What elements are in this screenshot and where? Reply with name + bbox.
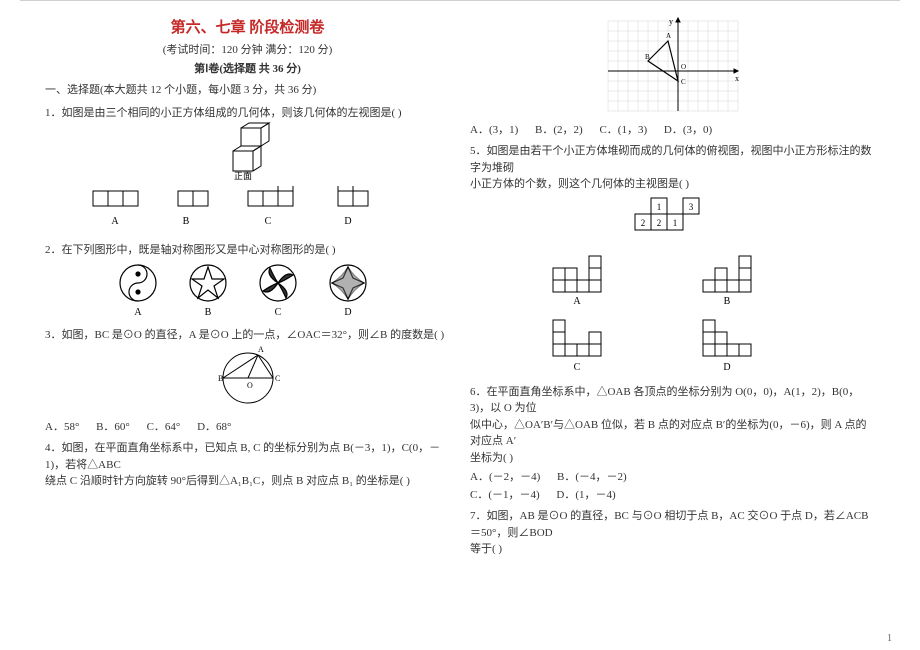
svg-text:3: 3 <box>688 202 693 212</box>
q4-options: A．(3，1) B．(2，2) C．(1，3) D．(3，0) <box>470 121 875 137</box>
svg-text:C: C <box>573 362 580 373</box>
svg-text:A: A <box>573 296 581 307</box>
section-heading: 一、选择题(本大题共 12 个小题，每小题 3 分，共 36 分) <box>45 82 450 99</box>
q1-figure: 正面 <box>45 121 450 184</box>
svg-text:B: B <box>204 307 211 318</box>
exam-title: 第六、七章 阶段检测卷 <box>45 16 450 37</box>
svg-text:1: 1 <box>672 218 677 228</box>
q6-options-row2: C．(－1，－4) D．(1，－4) <box>470 486 875 502</box>
svg-text:D: D <box>723 362 730 373</box>
question-6c: 坐标为( ) <box>470 450 875 467</box>
question-7a: 7．如图，AB 是⊙O 的直径，BC 与⊙O 相切于点 B，AC 交⊙O 于点 … <box>470 508 875 541</box>
svg-text:O: O <box>247 381 253 390</box>
q6-options-row1: A．(－2，－4) B．(－4，－2) <box>470 468 875 484</box>
svg-text:C: C <box>264 216 271 227</box>
svg-text:A: A <box>134 307 142 318</box>
exam-info: (考试时间：120 分钟 满分：120 分) <box>45 41 450 57</box>
question-2: 2．在下列图形中，既是轴对称图形又是中心对称图形的是( ) <box>45 242 450 259</box>
part-label: 第Ⅰ卷(选择题 共 36 分) <box>45 60 450 76</box>
svg-text:A: A <box>258 345 264 354</box>
svg-text:A: A <box>111 216 119 227</box>
svg-text:O: O <box>681 63 686 71</box>
q3-figure: B C A O <box>45 343 450 416</box>
svg-text:1: 1 <box>656 202 661 212</box>
q2-choices: A B C D <box>45 261 450 321</box>
svg-text:C: C <box>275 374 280 383</box>
q4-figure: B A C Ox y <box>470 16 875 119</box>
svg-text:y: y <box>669 17 673 26</box>
svg-text:2: 2 <box>640 218 645 228</box>
svg-text:D: D <box>344 216 351 227</box>
question-1: 1．如图是由三个相同的小正方体组成的几何体，则该几何体的左视图是( ) <box>45 105 450 122</box>
question-6a: 6．在平面直角坐标系中，△OAB 各顶点的坐标分别为 O(0，0)，A(1，2)… <box>470 384 875 417</box>
question-5b: 小正方体的个数，则这个几何体的主视图是( ) <box>470 176 875 193</box>
question-6b: 似中心，△OA′B′与△OAB 位似，若 B 点的对应点 B′的坐标为(0，－6… <box>470 417 875 450</box>
svg-text:C: C <box>681 78 686 86</box>
svg-text:2: 2 <box>656 218 661 228</box>
svg-text:D: D <box>344 307 351 318</box>
question-4b: 绕点 C 沿顺时针方向旋转 90°后得到△A₁B₁C，则点 B 对应点 B₁ 的… <box>45 473 450 490</box>
question-3: 3．如图，BC 是⊙O 的直径，A 是⊙O 上的一点，∠OAC＝32°，则∠B … <box>45 327 450 344</box>
q3-options: A．58° B．60° C．64° D．68° <box>45 418 450 434</box>
svg-text:B: B <box>218 374 223 383</box>
question-5a: 5．如图是由若干个小正方体堆砌而成的几何体的俯视图，视图中小正方形标注的数字为堆… <box>470 143 875 176</box>
question-7b: 等于( ) <box>470 541 875 558</box>
question-4a: 4．如图，在平面直角坐标系中，已知点 B, C 的坐标分别为点 B(－3，1)，… <box>45 440 450 473</box>
svg-text:B: B <box>645 53 650 61</box>
svg-text:A: A <box>666 32 671 40</box>
q5-figure: 1 3 2 2 1 <box>470 193 875 246</box>
page-number: 1 <box>887 633 892 644</box>
front-label: 正面 <box>233 171 251 181</box>
svg-text:B: B <box>182 216 189 227</box>
svg-text:C: C <box>274 307 281 318</box>
svg-text:x: x <box>735 74 739 83</box>
q1-choices: A B C D <box>45 186 450 236</box>
svg-text:B: B <box>723 296 730 307</box>
q5-choices: A B C D <box>470 248 875 378</box>
